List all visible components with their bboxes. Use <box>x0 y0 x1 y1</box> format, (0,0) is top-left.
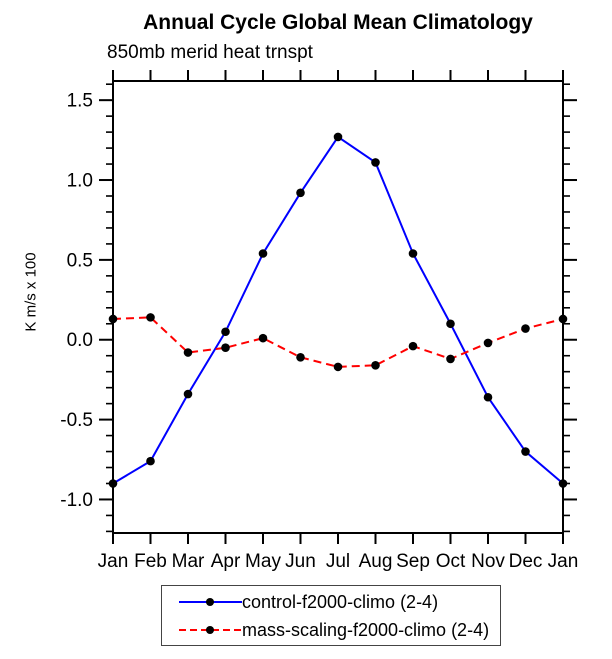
x-tick-label: Aug <box>359 551 393 572</box>
data-point-series-1 <box>221 343 230 353</box>
x-tick-label: Jul <box>326 551 350 572</box>
data-point-series-0 <box>333 132 343 142</box>
data-point-series-0 <box>258 249 268 258</box>
x-tick-label: Jun <box>285 551 316 572</box>
legend-line-sample-mass-scaling <box>179 625 242 634</box>
x-tick-label: Nov <box>471 551 505 572</box>
plot-frame <box>112 80 564 534</box>
y-tick-label: 0.0 <box>67 330 93 351</box>
data-point-series-1 <box>183 348 193 357</box>
data-point-series-1 <box>483 338 493 348</box>
data-point-series-0 <box>558 479 568 488</box>
legend-box: control-f2000-climo (2-4) mass-scaling-f… <box>161 585 501 646</box>
x-tick-label: Apr <box>211 551 241 572</box>
x-tick-label: Jan <box>548 551 579 572</box>
data-point-series-0 <box>108 479 118 488</box>
data-point-series-0 <box>408 249 418 258</box>
data-point-series-0 <box>446 319 455 329</box>
legend-sample-marker <box>206 597 214 606</box>
data-point-series-1 <box>558 314 568 324</box>
data-point-series-1 <box>446 354 455 364</box>
x-tick-label: Dec <box>509 551 543 572</box>
chart-title: Annual Cycle Global Mean Climatology <box>143 11 533 34</box>
x-tick-label: Sep <box>396 551 430 572</box>
series-line-0 <box>112 135 564 485</box>
y-tick-label: -0.5 <box>60 410 93 431</box>
legend-label-mass-scaling: mass-scaling-f2000-climo (2-4) <box>242 619 490 640</box>
chart-subtitle: 850mb merid heat trnspt <box>107 42 313 63</box>
data-point-series-0 <box>146 456 155 466</box>
data-point-series-0 <box>221 327 230 337</box>
y-tick-label: 1.5 <box>67 91 93 112</box>
x-tick-label: Mar <box>172 551 205 572</box>
legend-row-mass-scaling: mass-scaling-f2000-climo (2-4) <box>179 617 500 642</box>
x-tick-label: Jan <box>98 551 129 572</box>
x-tick-label: Oct <box>436 551 466 572</box>
data-point-series-0 <box>183 389 193 399</box>
data-point-series-0 <box>296 188 305 198</box>
data-point-series-1 <box>108 314 118 324</box>
x-tick-label: May <box>245 551 281 572</box>
x-tick-label: Feb <box>134 551 167 572</box>
y-tick-label: 1.0 <box>67 171 93 192</box>
data-point-series-1 <box>371 360 380 370</box>
data-point-series-1 <box>258 333 268 343</box>
data-point-series-0 <box>483 392 493 402</box>
data-point-series-1 <box>408 341 418 351</box>
y-tick-label: -1.0 <box>60 490 93 511</box>
legend-sample-marker <box>206 625 214 634</box>
data-point-series-0 <box>371 158 380 167</box>
legend-line-sample-control <box>179 597 242 606</box>
data-point-series-1 <box>521 324 530 333</box>
legend-row-control: control-f2000-climo (2-4) <box>179 589 500 614</box>
data-point-series-1 <box>333 362 343 372</box>
data-point-series-1 <box>146 313 155 322</box>
data-point-series-1 <box>296 353 305 362</box>
legend-label-control: control-f2000-climo (2-4) <box>242 591 439 612</box>
data-point-series-0 <box>521 447 530 456</box>
y-tick-label: 0.5 <box>67 250 93 271</box>
series-line-1 <box>112 316 564 368</box>
